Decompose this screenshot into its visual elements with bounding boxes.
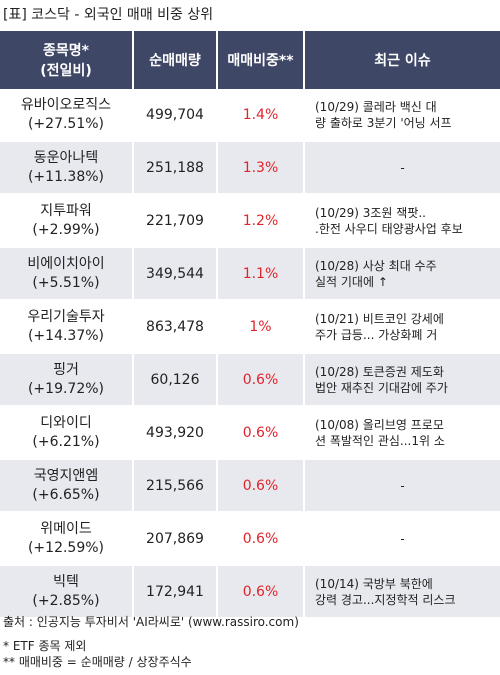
header-volume: 순매매량 [133, 31, 218, 89]
net-volume-cell: 349,544 [133, 247, 218, 301]
stock-change: (+14.37%) [27, 327, 105, 344]
table-row: 지투파워 (+2.99%) 221,709 1.2% (10/29) 3조원 잭팟...… [0, 194, 500, 248]
stock-change: (+2.85%) [32, 592, 100, 609]
stock-name-cell: 유바이오로직스 (+27.51%) [0, 89, 134, 142]
table-row: 우리기술투자 (+14.37%) 863,478 1% (10/21) 비트코인 강세에… [0, 300, 500, 354]
stock-change: (+5.51%) [32, 274, 100, 291]
net-volume-cell: 251,188 [133, 141, 218, 195]
stock-name-cell: 우리기술투자 (+14.37%) [0, 300, 134, 354]
stock-name-cell: 빅텍 (+2.85%) [0, 565, 134, 619]
stock-change: (+12.59%) [27, 539, 105, 556]
table-row: 비에이치아이 (+5.51%) 349,544 1.1% (10/28) 사상 최대 수… [0, 247, 500, 301]
trade-ratio-cell: 1% [217, 300, 305, 354]
trade-ratio-cell: 1.4% [217, 89, 305, 142]
trade-ratio-cell: 0.6% [217, 512, 305, 566]
recent-issue-cell: (10/29) 3조원 잭팟.. .한전 사우디 태양광사업 후보 [304, 194, 500, 248]
table-row: 디와이디 (+6.21%) 493,920 0.6% (10/08) 올리브영 프로모 션… [0, 406, 500, 460]
header-name-line1: 종목명* [43, 43, 89, 59]
no-issue-dash: - [400, 160, 405, 175]
no-issue-dash: - [400, 478, 405, 493]
stock-name: 동운아나텍 [33, 149, 99, 166]
stock-change: (+2.99%) [32, 221, 100, 238]
issue-line-2: 량 출하로 3분기 '어닝 서프 [315, 115, 452, 130]
issue-line-2: 실적 기대에 ↑ [315, 274, 388, 289]
net-volume-cell: 221,709 [133, 194, 218, 248]
stock-name-cell: 국영지앤엠 (+6.65%) [0, 459, 134, 513]
issue-line-2: 주가 급등... 가상화폐 거 [315, 327, 438, 342]
stock-change: (+6.21%) [32, 433, 100, 450]
source-note: 출처 : 인공지능 투자비서 'AI라씨로' (www.rassiro.com) [3, 615, 299, 629]
stock-name-cell: 지투파워 (+2.99%) [0, 194, 134, 248]
stock-change: (+11.38%) [27, 168, 105, 185]
stock-name: 유바이오로직스 [20, 96, 112, 113]
recent-issue-cell: - [304, 512, 500, 566]
stock-name: 국영지앤엠 [33, 467, 99, 484]
recent-issue-cell: (10/28) 토큰증권 제도화 법안 재추진 기대감에 주가 [304, 353, 500, 407]
trade-ratio-cell: 1.3% [217, 141, 305, 195]
stock-name: 우리기술투자 [27, 308, 105, 325]
stock-name-cell: 비에이치아이 (+5.51%) [0, 247, 134, 301]
table-row: 빅텍 (+2.85%) 172,941 0.6% (10/14) 국방부 북한에 강력 경… [0, 565, 500, 619]
trade-ratio-cell: 0.6% [217, 353, 305, 407]
stock-name: 지투파워 [40, 202, 92, 219]
net-volume-cell: 499,704 [133, 89, 218, 142]
table-row: 유바이오로직스 (+27.51%) 499,704 1.4% (10/29) 콜레라 백… [0, 89, 500, 142]
stock-change: (+6.65%) [32, 486, 100, 503]
net-volume-cell: 215,566 [133, 459, 218, 513]
stock-name: 디와이디 [40, 414, 92, 431]
table-row: 핑거 (+19.72%) 60,126 0.6% (10/28) 토큰증권 제도화 법안 … [0, 353, 500, 407]
recent-issue-cell: (10/28) 사상 최대 수주 실적 기대에 ↑ [304, 247, 500, 301]
stock-name-cell: 디와이디 (+6.21%) [0, 406, 134, 460]
stock-name: 빅텍 [53, 573, 79, 590]
no-issue-dash: - [400, 531, 405, 546]
trade-ratio-cell: 1.1% [217, 247, 305, 301]
stock-change: (+27.51%) [27, 115, 105, 132]
recent-issue-cell: (10/21) 비트코인 강세에 주가 급등... 가상화폐 거 [304, 300, 500, 354]
issue-line-2: 강력 경고...지정학적 리스크 [315, 592, 456, 607]
recent-issue-cell: - [304, 459, 500, 513]
trade-ratio-cell: 0.6% [217, 565, 305, 619]
table-row: 국영지앤엠 (+6.65%) 215,566 0.6% - [0, 459, 500, 513]
header-row: 종목명* (전일비) 순매매량 매매비중** 최근 이슈 [0, 31, 500, 89]
recent-issue-cell: (10/14) 국방부 북한에 강력 경고...지정학적 리스크 [304, 565, 500, 619]
header-issue: 최근 이슈 [304, 31, 500, 89]
issue-line-1: (10/28) 사상 최대 수주 [315, 258, 437, 273]
issue-line-1: (10/28) 토큰증권 제도화 [315, 364, 444, 379]
header-ratio: 매매비중** [217, 31, 305, 89]
stock-name: 비에이치아이 [27, 255, 105, 272]
stock-name-cell: 동운아나텍 (+11.38%) [0, 141, 134, 195]
issue-line-1: (10/08) 올리브영 프로모 [315, 417, 444, 432]
net-volume-cell: 493,920 [133, 406, 218, 460]
foreign-trading-table: 종목명* (전일비) 순매매량 매매비중** 최근 이슈 유바이오로직스 (+27… [0, 31, 500, 619]
header-name-line2: (전일비) [40, 63, 92, 79]
table-row: 위메이드 (+12.59%) 207,869 0.6% - [0, 512, 500, 566]
footnote-ratio: ** 매매비중 = 순매매량 / 상장주식수 [3, 655, 192, 669]
trade-ratio-cell: 0.6% [217, 459, 305, 513]
issue-line-2: .한전 사우디 태양광사업 후보 [315, 221, 463, 236]
issue-line-1: (10/29) 3조원 잭팟.. [315, 205, 426, 220]
recent-issue-cell: (10/08) 올리브영 프로모 션 폭발적인 관심...1위 소 [304, 406, 500, 460]
table-title: [표] 코스닥 - 외국인 매매 비중 상위 [3, 7, 214, 23]
issue-line-2: 법안 재추진 기대감에 주가 [315, 380, 448, 395]
issue-line-1: (10/14) 국방부 북한에 [315, 576, 433, 591]
net-volume-cell: 60,126 [133, 353, 218, 407]
stock-name-cell: 위메이드 (+12.59%) [0, 512, 134, 566]
stock-name-cell: 핑거 (+19.72%) [0, 353, 134, 407]
stock-name: 핑거 [53, 361, 79, 378]
footnote-etf: * ETF 종목 제외 [3, 639, 87, 653]
net-volume-cell: 172,941 [133, 565, 218, 619]
trade-ratio-cell: 1.2% [217, 194, 305, 248]
table-row: 동운아나텍 (+11.38%) 251,188 1.3% - [0, 141, 500, 195]
stock-name: 위메이드 [40, 520, 92, 537]
stock-change: (+19.72%) [27, 380, 105, 397]
net-volume-cell: 207,869 [133, 512, 218, 566]
net-volume-cell: 863,478 [133, 300, 218, 354]
trade-ratio-cell: 0.6% [217, 406, 305, 460]
header-name: 종목명* (전일비) [0, 31, 134, 89]
issue-line-2: 션 폭발적인 관심...1위 소 [315, 433, 445, 448]
issue-line-1: (10/21) 비트코인 강세에 [315, 311, 444, 326]
recent-issue-cell: - [304, 141, 500, 195]
issue-line-1: (10/29) 콜레라 백신 대 [315, 99, 437, 114]
